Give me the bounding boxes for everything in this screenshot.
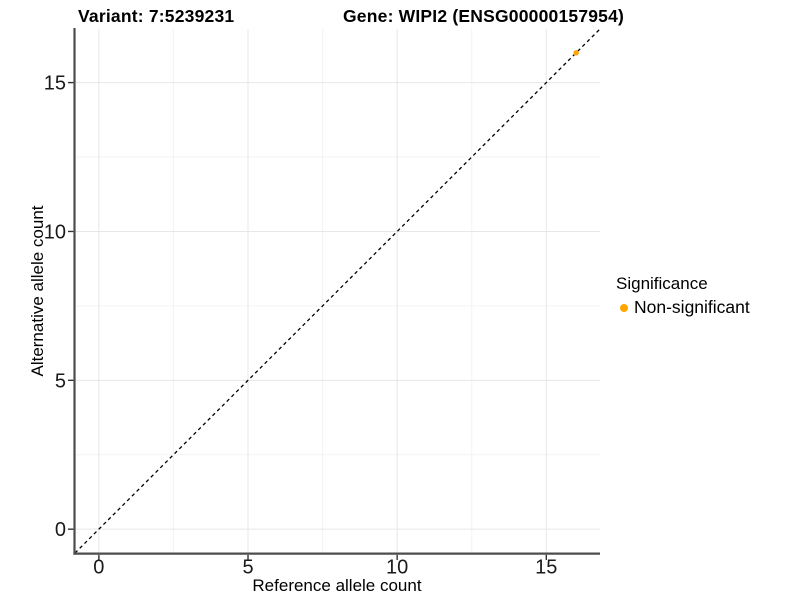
legend: Significance Non-significant: [616, 274, 796, 318]
legend-item-non-significant: Non-significant: [616, 297, 796, 318]
y-tick-label: 15: [44, 73, 66, 95]
y-tick-label: 10: [44, 221, 66, 243]
y-tick-label: 0: [55, 519, 66, 541]
legend-title: Significance: [616, 274, 708, 293]
x-tick-label: 0: [93, 557, 104, 579]
x-tick-label: 15: [535, 557, 557, 579]
identity-reference-line: [74, 28, 601, 554]
legend-point-icon: [620, 303, 628, 312]
variant-title: Variant: 7:5239231: [78, 6, 235, 26]
x-tick-label: 5: [242, 557, 253, 579]
gene-title: Gene: WIPI2 (ENSG00000157954): [343, 6, 625, 26]
y-tick-label: 5: [55, 370, 66, 392]
data-point: [573, 50, 579, 56]
legend-item-label: Non-significant: [634, 297, 750, 317]
x-axis-title: Reference allele count: [252, 576, 422, 595]
y-axis-title: Alternative allele count: [28, 205, 47, 377]
x-tick-label: 10: [386, 557, 408, 579]
